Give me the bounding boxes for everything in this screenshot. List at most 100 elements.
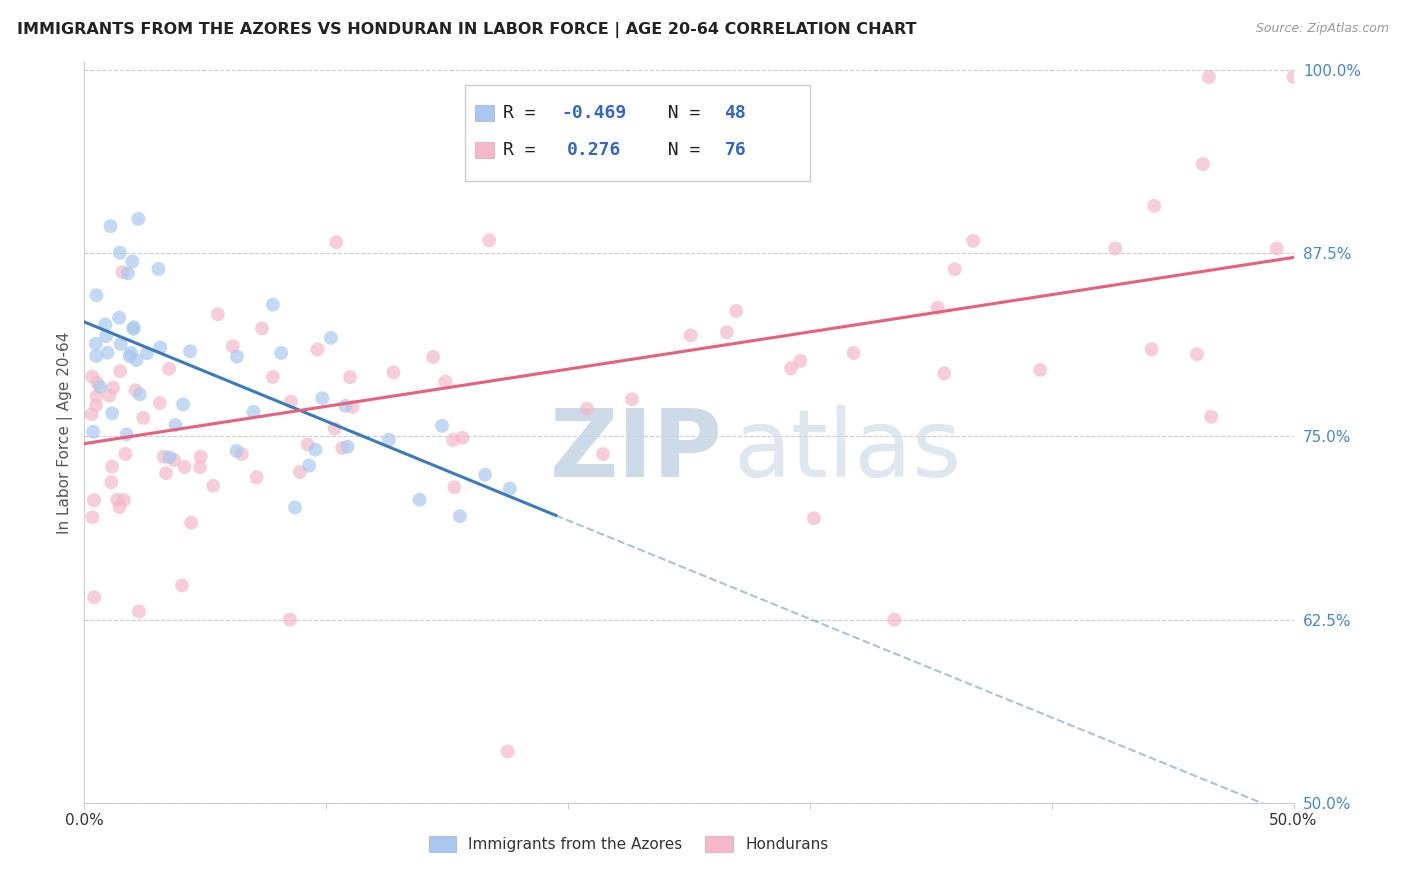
Point [86,376,108,390]
Point [478,233,501,247]
Point [725,304,748,318]
Point [842,346,865,360]
Point [148,261,170,276]
Point [207,307,229,321]
Point [105,492,128,507]
Point [408,492,430,507]
Point [288,465,311,479]
Point [716,325,738,339]
Point [83,493,105,508]
Text: N =: N = [645,141,711,159]
Text: Source: ZipAtlas.com: Source: ZipAtlas.com [1256,22,1389,36]
Point [496,744,519,758]
Point [111,265,134,279]
Point [1029,363,1052,377]
Y-axis label: In Labor Force | Age 20-64: In Labor Force | Age 20-64 [58,332,73,533]
Point [89,380,111,394]
Point [149,396,172,410]
Point [280,394,302,409]
Point [262,297,284,311]
Point [336,440,359,454]
Point [304,442,326,457]
Text: atlas: atlas [734,405,962,497]
Point [86,389,108,403]
Point [101,459,124,474]
Point [451,431,474,445]
Point [84,398,107,412]
Point [262,370,284,384]
Text: R =: R = [503,103,547,122]
Point [170,578,193,592]
Point [325,235,347,250]
Text: -0.469: -0.469 [561,103,627,122]
Point [474,467,496,482]
Point [1140,343,1163,357]
Point [101,406,124,420]
Point [270,346,292,360]
Point [1185,347,1208,361]
Point [101,381,124,395]
Point [83,591,105,605]
Point [284,500,307,515]
Point [152,450,174,464]
FancyBboxPatch shape [475,142,494,158]
Point [319,331,342,345]
Point [330,441,353,455]
FancyBboxPatch shape [465,85,810,181]
Point [110,337,132,351]
Point [1265,241,1288,255]
Point [231,447,253,461]
Point [172,397,194,411]
Text: 76: 76 [724,141,747,159]
Point [449,509,471,524]
Point [100,475,122,490]
Point [155,467,177,481]
Text: IMMIGRANTS FROM THE AZORES VS HONDURAN IN LABOR FORCE | AGE 20-64 CORRELATION CH: IMMIGRANTS FROM THE AZORES VS HONDURAN I… [17,22,917,38]
Point [122,320,145,334]
Point [108,245,131,260]
Point [883,613,905,627]
Point [250,321,273,335]
Text: 0.276: 0.276 [567,141,621,159]
Point [1104,242,1126,256]
Point [163,453,186,467]
Point [1198,70,1220,84]
Point [121,254,143,268]
Point [679,328,702,343]
Point [157,361,180,376]
Point [202,479,225,493]
Point [82,425,104,439]
Point [934,367,956,381]
Point [112,493,135,508]
Point [165,418,187,433]
Point [499,482,522,496]
Point [311,391,333,405]
Point [108,310,131,325]
Point [430,418,453,433]
Point [125,353,148,368]
Text: R =: R = [503,141,558,159]
Point [927,301,949,315]
Point [780,361,803,376]
Point [441,433,464,447]
Point [188,460,211,475]
Point [157,450,180,465]
Point [120,346,142,360]
Point [943,262,966,277]
Point [225,444,247,458]
Point [100,219,122,234]
Point [620,392,643,406]
Point [96,345,118,359]
Point [108,364,131,378]
Point [114,447,136,461]
Text: 48: 48 [724,103,747,122]
Point [82,369,104,384]
Point [226,350,249,364]
Text: N =: N = [645,103,711,122]
Point [335,399,357,413]
Point [115,427,138,442]
Point [132,410,155,425]
Point [86,288,108,302]
Point [173,460,195,475]
Point [378,433,401,447]
